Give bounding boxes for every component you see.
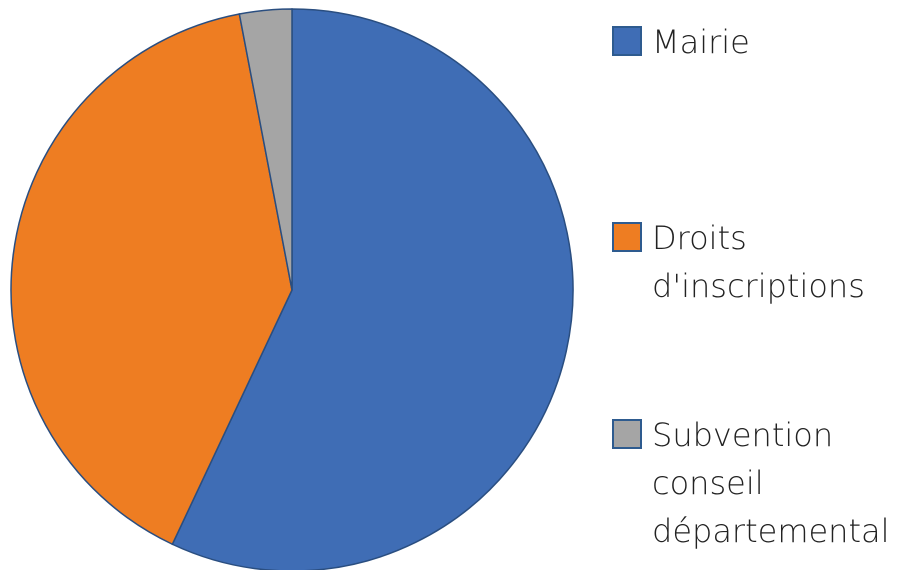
legend-label: Subvention conseil départemental — [652, 416, 890, 550]
legend-label: Mairie — [652, 23, 750, 61]
legend-swatch — [612, 26, 642, 56]
legend-item: Droits d'inscriptions — [612, 214, 912, 310]
legend-item: Subvention conseil départemental — [612, 411, 912, 555]
legend-item: Mairie — [612, 18, 912, 66]
legend-swatch — [612, 419, 642, 449]
legend-swatch — [612, 222, 642, 252]
pie-slice — [10, 13, 293, 546]
pie-slice — [238, 8, 293, 291]
legend-label: Droits d'inscriptions — [652, 219, 865, 305]
chart — [10, 8, 574, 570]
